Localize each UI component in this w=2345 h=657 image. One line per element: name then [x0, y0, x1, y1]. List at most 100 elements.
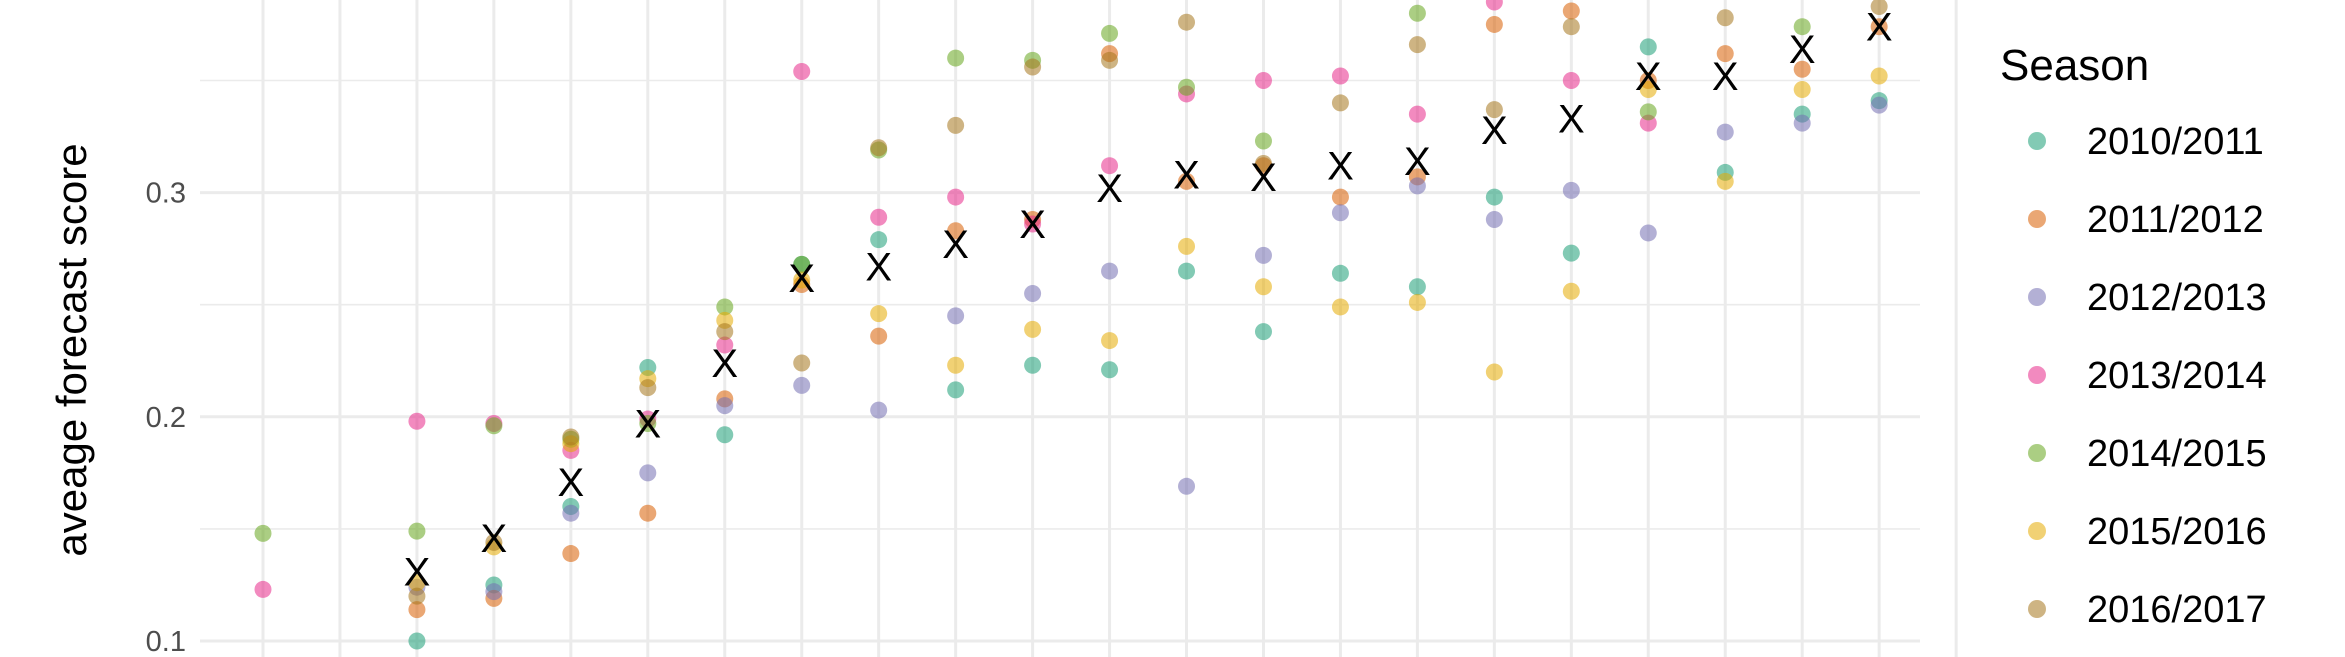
data-point — [485, 533, 503, 551]
data-point — [1485, 211, 1503, 229]
grid-layer — [200, 0, 1958, 657]
legend-swatch — [2028, 522, 2046, 540]
legend-item: 2010/2011 — [2028, 121, 2264, 163]
legend-title: Season — [2000, 41, 2149, 90]
data-point — [793, 255, 811, 273]
data-point — [1024, 320, 1042, 338]
y-tick-label: 0.1 — [146, 626, 186, 657]
data-point — [947, 356, 965, 374]
data-point — [1408, 36, 1426, 54]
data-point — [1024, 58, 1042, 76]
data-point — [1101, 24, 1119, 42]
data-point — [1254, 72, 1272, 89]
y-tick-labels: 0.1 0.2 0.3 — [146, 178, 186, 657]
data-point — [1793, 114, 1811, 132]
legend-items: 2010/2011 2011/2012 2012/2013 2013/2014 2014… — [2028, 121, 2267, 631]
data-point — [1331, 188, 1349, 206]
mean-marker: X — [1558, 98, 1585, 142]
data-point — [1408, 293, 1426, 311]
mean-marker: X — [481, 517, 508, 561]
data-point — [1254, 278, 1272, 296]
data-point — [1178, 172, 1196, 190]
data-point — [1485, 363, 1503, 381]
data-point — [1101, 157, 1119, 175]
data-point — [1178, 477, 1196, 495]
legend-label: 2011/2012 — [2087, 199, 2264, 241]
mean-marker: X — [711, 342, 738, 386]
data-point — [1408, 4, 1426, 22]
data-point — [947, 49, 965, 67]
y-tick-label: 0.2 — [146, 402, 186, 434]
data-point — [1254, 323, 1272, 341]
data-point — [1331, 264, 1349, 282]
legend-label: 2015/2016 — [2087, 511, 2267, 553]
mean-marker: X — [1404, 140, 1431, 184]
data-point — [870, 305, 888, 323]
data-point — [1024, 356, 1042, 374]
data-point — [716, 397, 734, 415]
data-point — [1178, 13, 1196, 31]
data-point — [1639, 80, 1657, 98]
data-point — [716, 323, 734, 341]
data-point — [1331, 204, 1349, 222]
data-point — [716, 336, 734, 354]
data-point — [1793, 60, 1811, 78]
data-point — [1101, 332, 1119, 350]
mean-marker: X — [788, 257, 815, 301]
data-point — [1331, 298, 1349, 316]
mean-marker: X — [634, 403, 661, 447]
data-point — [639, 464, 657, 482]
data-point — [485, 417, 503, 435]
data-point — [1870, 96, 1888, 114]
legend-item: 2016/2017 — [2028, 589, 2267, 631]
data-point — [870, 231, 888, 249]
data-point — [1793, 18, 1811, 36]
legend-item: 2014/2015 — [2028, 433, 2267, 475]
mean-markers: X X X X X X X X X X X X X X X X X X X X — [404, 6, 1893, 595]
data-point — [1562, 244, 1580, 262]
data-point — [254, 580, 272, 598]
data-point — [1716, 172, 1734, 190]
data-point — [408, 574, 426, 592]
legend-item: 2012/2013 — [2028, 277, 2267, 319]
legend: Season 2010/2011 2011/2012 2012/2013 2013/2… — [2000, 41, 2267, 631]
data-point — [870, 327, 888, 345]
data-point — [1716, 9, 1734, 27]
data-point — [793, 354, 811, 372]
data-point — [793, 271, 811, 289]
legend-item: 2011/2012 — [2028, 199, 2264, 241]
data-point — [870, 208, 888, 226]
legend-label: 2016/2017 — [2087, 589, 2267, 631]
data-point — [1254, 246, 1272, 264]
data-point — [1485, 188, 1503, 206]
data-point — [1562, 18, 1580, 36]
data-point — [1101, 262, 1119, 280]
data-point — [1716, 45, 1734, 63]
data-point — [1331, 67, 1349, 85]
data-point — [716, 298, 734, 316]
legend-swatch — [2028, 288, 2046, 306]
data-point — [254, 524, 272, 542]
data-point — [1870, 67, 1888, 85]
data-point — [1024, 215, 1042, 233]
data-point — [947, 188, 965, 206]
data-point — [1408, 105, 1426, 123]
legend-label: 2013/2014 — [2087, 355, 2267, 397]
data-point — [1485, 0, 1503, 11]
data-point — [1101, 361, 1119, 379]
data-point — [408, 412, 426, 430]
data-point — [1178, 78, 1196, 96]
mean-marker: X — [1789, 28, 1816, 72]
data-point — [1178, 262, 1196, 280]
data-point — [793, 63, 811, 81]
data-point — [1716, 123, 1734, 141]
mean-marker: X — [1866, 6, 1893, 50]
legend-label: 2010/2011 — [2087, 121, 2264, 163]
legend-swatch — [2028, 210, 2046, 228]
data-point — [1870, 0, 1888, 16]
data-point — [1562, 181, 1580, 199]
data-point — [485, 583, 503, 601]
y-tick-label: 0.3 — [146, 178, 186, 210]
data-point — [1639, 224, 1657, 242]
data-point — [639, 415, 657, 433]
